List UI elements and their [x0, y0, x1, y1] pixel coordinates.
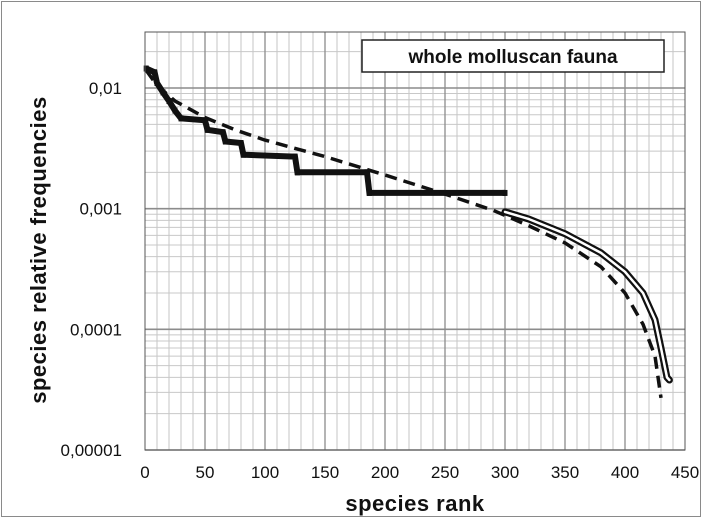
y-tick-labels: 0,01 0,001 0,0001 0,00001 [61, 79, 122, 460]
observed-data-point [152, 69, 158, 76]
observed-data-point [292, 153, 298, 160]
y-tick-label: 0,00001 [61, 441, 122, 460]
legend-box: whole molluscan fauna [361, 39, 665, 73]
y-tick-label: 0,001 [79, 200, 122, 219]
observed-data-point [178, 115, 184, 122]
observed-data-point [166, 98, 172, 105]
x-tick-label: 0 [140, 463, 149, 482]
x-tick-label: 400 [611, 463, 639, 482]
double-line-series-inner [503, 210, 671, 382]
observed-data-point [172, 107, 178, 114]
observed-data-point [240, 151, 246, 158]
legend-label: whole molluscan fauna [407, 47, 617, 68]
observed-data-point [220, 129, 226, 136]
y-tick-label: 0,01 [89, 79, 122, 98]
observed-data-point [204, 126, 210, 133]
x-tick-label: 50 [196, 463, 215, 482]
observed-data-point [143, 65, 149, 72]
x-tick-label: 450 [671, 463, 699, 482]
observed-data-point [364, 169, 370, 176]
observed-data-point [222, 138, 228, 145]
observed-data-point [366, 189, 372, 196]
y-tick-label: 0,0001 [70, 320, 122, 339]
x-tick-label: 150 [311, 463, 339, 482]
plot-area [145, 32, 685, 450]
x-tick-label: 100 [251, 463, 279, 482]
observed-data-point [502, 189, 508, 196]
observed-data-point [154, 80, 160, 87]
x-axis-title: species rank [345, 491, 485, 516]
x-tick-label: 200 [371, 463, 399, 482]
series-layer [143, 65, 673, 399]
x-tick-labels: 0 50 100 150 200 250 300 350 400 450 [140, 463, 699, 482]
x-tick-label: 300 [491, 463, 519, 482]
legend-frame [361, 39, 665, 73]
y-axis-title: species relative frequencies [26, 96, 51, 404]
x-tick-label: 350 [551, 463, 579, 482]
minor-grid [145, 32, 685, 450]
x-tick-label: 250 [431, 463, 459, 482]
observed-data-point [238, 140, 244, 147]
observed-data-point [202, 117, 208, 124]
observed-data-point [294, 169, 300, 176]
dashed-model-series-line [144, 69, 663, 399]
plot-border [144, 31, 686, 451]
